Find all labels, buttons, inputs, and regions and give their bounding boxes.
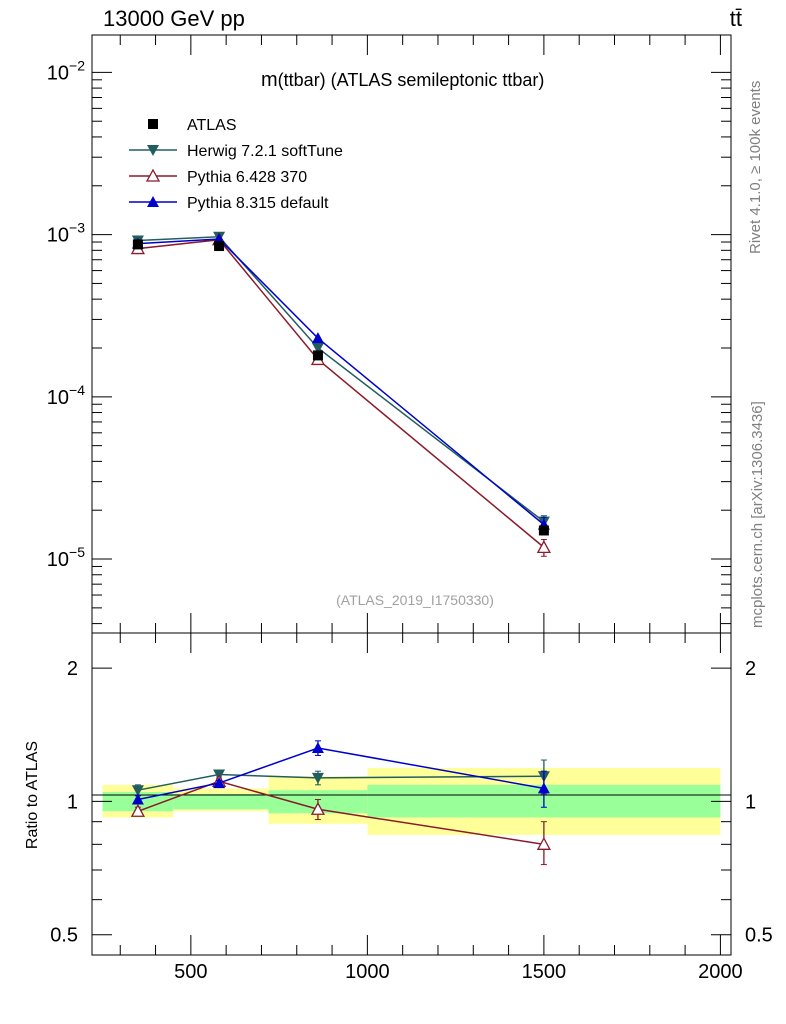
- y-tick-base: 10: [47, 62, 69, 84]
- ratio-tick-label-left: 2: [67, 658, 78, 680]
- series-line: [137, 235, 545, 523]
- ratio-series-line: [137, 773, 544, 791]
- legend-label: ATLAS: [187, 117, 237, 134]
- y-tick-exponent: −3: [69, 220, 85, 236]
- ratio-data-point: [131, 785, 144, 797]
- ratio-uncertainty-bands: [102, 767, 721, 835]
- ratio-data-point: [213, 777, 226, 789]
- process-label: tt̄: [730, 6, 742, 31]
- series-line: [137, 238, 545, 548]
- data-point: [538, 525, 549, 536]
- plot-title: m(ttbar) (ATLAS semileptonic ttbar): [261, 69, 544, 91]
- main-series-group: [130, 231, 551, 557]
- y-tick-label: 10−2: [47, 57, 85, 84]
- ratio-tick-label-right: 2: [745, 658, 756, 680]
- ratio-data-point: [536, 836, 551, 850]
- ratio-tick-label-right: 0.5: [745, 925, 773, 947]
- y-tick-exponent: −4: [69, 382, 85, 398]
- legend-marker: [145, 168, 161, 182]
- ratio-data-point: [537, 782, 550, 794]
- y-tick-label: 10−4: [47, 382, 85, 409]
- ratio-plot-panel: 0.5 0.5 1 1 2 2 500 1000 1500 2000 Ratio to ATLA…: [24, 35, 773, 983]
- legend-label: Pythia 6.428 370: [187, 169, 307, 186]
- ratio-series-line: [137, 780, 545, 846]
- legend: ATLAS Herwig 7.2.1 softTune Pythia 6.428 3…: [129, 117, 343, 212]
- legend-marker: [147, 196, 159, 207]
- x-tick-label: 1500: [522, 961, 567, 983]
- data-point: [214, 241, 225, 252]
- ratio-data-point: [311, 772, 324, 784]
- ratio-y-label: Ratio to ATLAS: [24, 741, 41, 849]
- y-tick-base: 10: [47, 549, 69, 571]
- legend-marker: [147, 145, 159, 156]
- ratio-series-line: [137, 747, 545, 801]
- ratio-tick-label-left: 0.5: [50, 925, 78, 947]
- mcplots-label: mcplots.cern.ch [arXiv:1306.3436]: [749, 401, 766, 628]
- data-point: [312, 350, 323, 361]
- ratio-series-group: [130, 740, 551, 866]
- y-tick-exponent: −5: [69, 544, 85, 560]
- ratio-panel-frame: [91, 632, 732, 956]
- data-point: [536, 540, 551, 554]
- ratio-tick-label-left: 1: [67, 791, 78, 813]
- ratio-y-axis: 0.5 0.5 1 1 2 2: [50, 658, 773, 947]
- plot-title-rest: (ttbar) (ATLAS semileptonic ttbar): [278, 70, 545, 90]
- series-line: [137, 238, 545, 526]
- y-tick-base: 10: [47, 225, 69, 247]
- y-tick-label: 10−5: [47, 544, 85, 571]
- ratio-data-point: [311, 741, 324, 753]
- ratio-tick-label-right: 1: [745, 791, 756, 813]
- legend-label: Herwig 7.2.1 softTune: [187, 143, 343, 160]
- data-point: [311, 342, 324, 354]
- x-tick-label: 1000: [345, 961, 390, 983]
- x-tick-label: 2000: [698, 961, 743, 983]
- plot-title-prefix: m: [261, 69, 278, 91]
- main-y-axis: 10−210−310−410−5: [47, 57, 731, 625]
- y-tick-label: 10−3: [47, 220, 85, 247]
- data-point: [132, 239, 143, 250]
- rivet-version-label: Rivet 4.1.0, ≥ 100k events: [747, 81, 764, 254]
- ratio-data-point: [310, 801, 326, 815]
- legend-marker: [148, 119, 158, 129]
- band-inner: [173, 793, 269, 810]
- y-tick-exponent: −2: [69, 57, 85, 73]
- main-plot-panel: 10−210−310−410−5 m(ttbar) (ATLAS semilep…: [47, 34, 732, 634]
- analysis-id: (ATLAS_2019_I1750330): [336, 592, 494, 608]
- legend-label: Pythia 8.315 default: [187, 195, 329, 212]
- x-tick-label: 500: [174, 961, 207, 983]
- x-axis: 500 1000 1500 2000: [119, 35, 743, 983]
- energy-label: 13000 GeV pp: [103, 6, 245, 31]
- data-point: [311, 332, 324, 344]
- ratio-data-point: [131, 793, 144, 805]
- ratio-data-point: [130, 803, 145, 817]
- y-tick-base: 10: [47, 387, 69, 409]
